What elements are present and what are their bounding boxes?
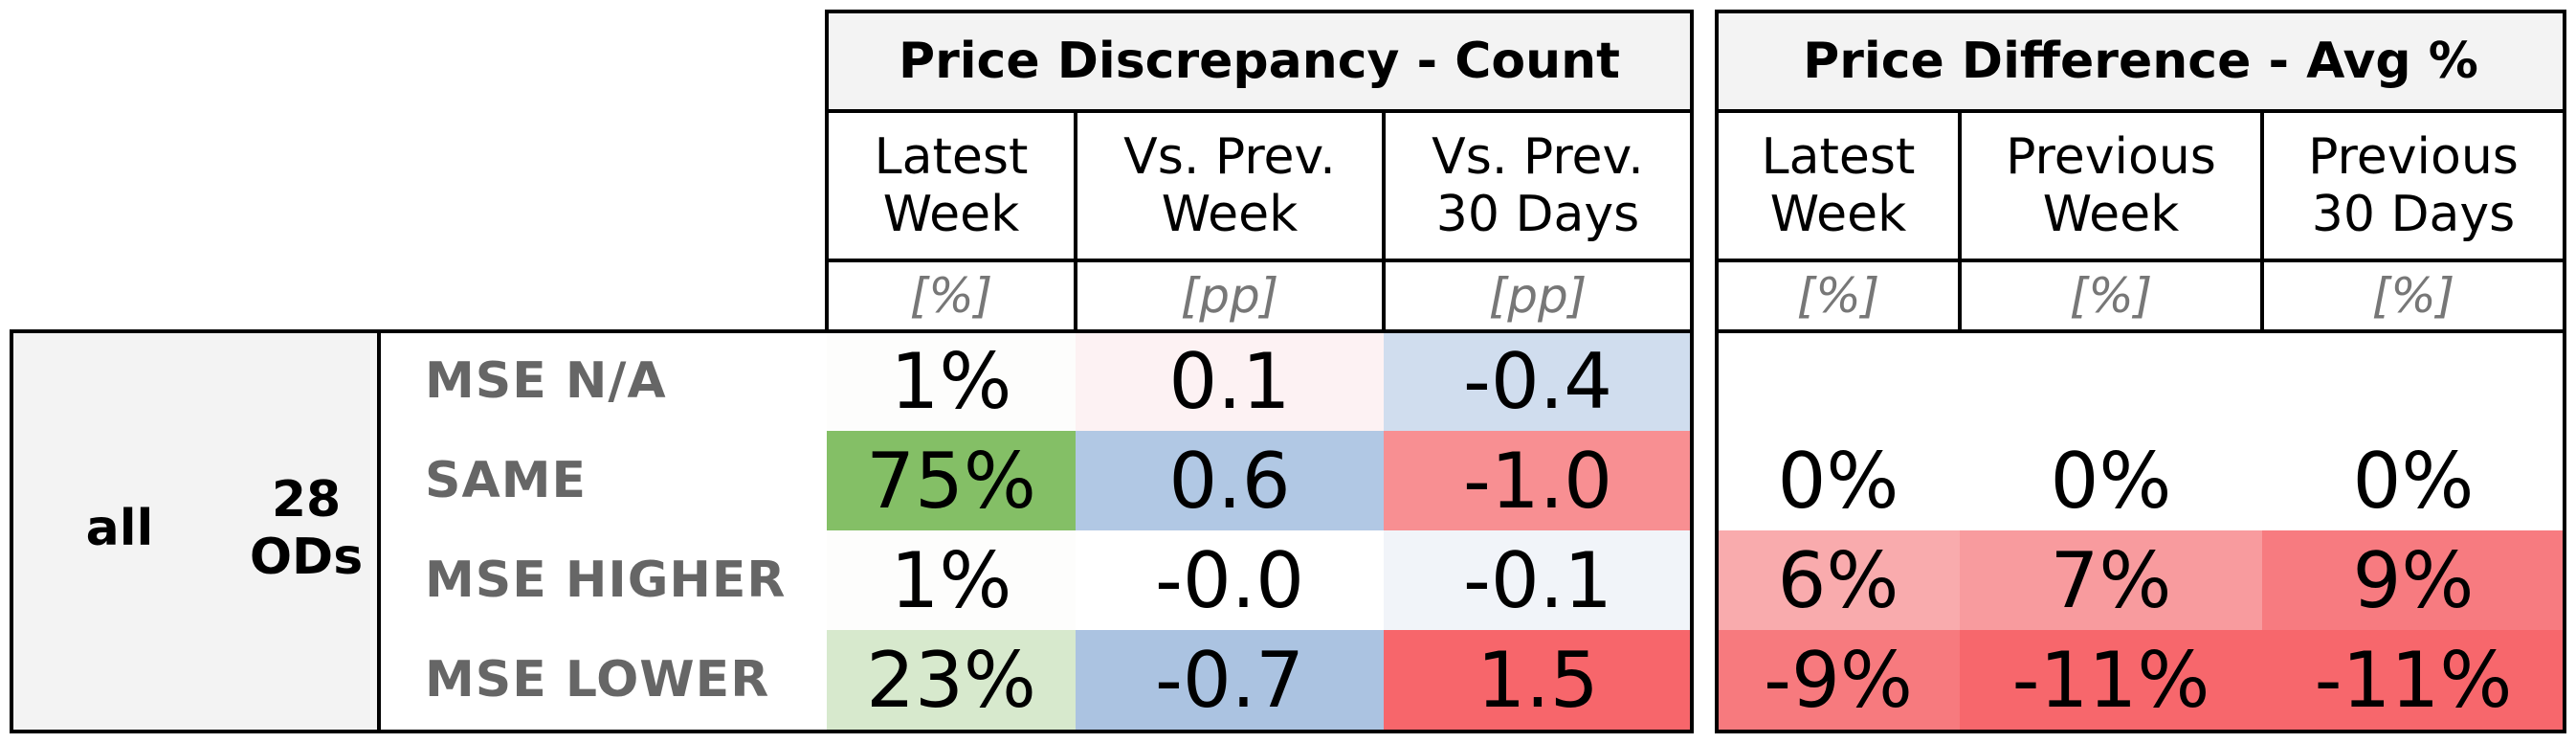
col-header-line1: Latest: [1761, 128, 1916, 186]
avg-col-header-previous-30-days: Previous 30 Days: [2262, 111, 2565, 260]
count-value-cell: 0.6: [1076, 431, 1384, 530]
grid-line: [825, 10, 829, 333]
unit-text: [%]: [2069, 268, 2153, 324]
count-value-cell: 1%: [827, 530, 1076, 630]
grid-line: [1715, 259, 2566, 262]
grid-line: [825, 109, 1694, 113]
grid-line: [825, 259, 1694, 262]
grid-line: [1690, 10, 1694, 733]
ods-count-label: 28 ODs: [230, 469, 383, 588]
col-header-line1: Latest: [874, 128, 1029, 186]
grid-line: [1958, 109, 1962, 333]
col-header-line1: Previous: [2308, 128, 2519, 186]
count-group-title: Price Discrepancy - Count: [827, 11, 1692, 111]
row-group-label-text: all: [85, 500, 154, 557]
avg-group-title: Price Difference - Avg %: [1717, 11, 2565, 111]
avg-value-cell: 0%: [1717, 431, 1960, 530]
grid-line: [10, 730, 1694, 733]
count-col-header-vs-prev-week: Vs. Prev. Week: [1076, 111, 1384, 260]
avg-unit-latest-week: [%]: [1717, 260, 1960, 331]
count-value-cell: 1%: [827, 331, 1076, 431]
col-header-line2: Week: [882, 186, 1020, 243]
count-value-cell: -0.7: [1076, 630, 1384, 730]
avg-unit-previous-week: [%]: [1960, 260, 2262, 331]
row-label: MSE HIGHER: [425, 552, 787, 609]
avg-value-cell: 0%: [2262, 431, 2565, 530]
avg-value-cell: -9%: [1717, 630, 1960, 730]
count-group-title-text: Price Discrepancy - Count: [898, 33, 1621, 90]
col-header-line2: Week: [2042, 186, 2180, 243]
grid-line: [1715, 10, 1719, 733]
avg-col-header-previous-week: Previous Week: [1960, 111, 2262, 260]
grid-line: [1715, 730, 2566, 733]
count-value-cell: 1.5: [1384, 630, 1692, 730]
grid-line: [1715, 10, 2566, 13]
grid-line: [377, 329, 381, 733]
unit-text: [%]: [909, 268, 993, 324]
avg-value-cell: -11%: [1960, 630, 2262, 730]
avg-value-cell: 0%: [1960, 431, 2262, 530]
count-unit-vs-prev-30-days: [pp]: [1384, 260, 1692, 331]
count-unit-latest-week: [%]: [827, 260, 1076, 331]
grid-line: [10, 329, 1694, 333]
grid-line: [2260, 109, 2264, 333]
count-value-cell: 23%: [827, 630, 1076, 730]
ods-label: ODs: [249, 529, 364, 586]
grid-line: [1715, 329, 2566, 333]
count-value-cell: 75%: [827, 431, 1076, 530]
count-unit-vs-prev-week: [pp]: [1076, 260, 1384, 331]
count-value-cell: -1.0: [1384, 431, 1692, 530]
col-header-line2: Week: [1769, 186, 1907, 243]
unit-text: [pp]: [1488, 268, 1588, 324]
count-value-cell: -0.4: [1384, 331, 1692, 431]
ods-count: 28: [271, 471, 342, 529]
avg-value-cell: [1717, 331, 1960, 431]
row-group-block: [11, 331, 379, 732]
row-label: MSE N/A: [425, 352, 667, 410]
unit-text: [%]: [1796, 268, 1880, 324]
row-label: SAME: [425, 452, 587, 509]
col-header-line1: Vs. Prev.: [1123, 128, 1336, 186]
count-col-header-latest-week: Latest Week: [827, 111, 1076, 260]
count-value-cell: -0.1: [1384, 530, 1692, 630]
avg-group-title-text: Price Difference - Avg %: [1803, 33, 2478, 90]
count-col-header-vs-prev-30-days: Vs. Prev. 30 Days: [1384, 111, 1692, 260]
col-header-line1: Previous: [2006, 128, 2216, 186]
unit-text: [pp]: [1180, 268, 1279, 324]
grid-line: [825, 10, 1694, 13]
col-header-line2: Week: [1161, 186, 1299, 243]
avg-value-cell: -11%: [2262, 630, 2565, 730]
avg-value-cell: 6%: [1717, 530, 1960, 630]
grid-line: [1074, 109, 1077, 333]
col-header-line1: Vs. Prev.: [1432, 128, 1644, 186]
avg-value-cell: [2262, 331, 2565, 431]
grid-line: [10, 329, 13, 733]
avg-col-header-latest-week: Latest Week: [1717, 111, 1960, 260]
count-value-cell: -0.0: [1076, 530, 1384, 630]
avg-value-cell: 7%: [1960, 530, 2262, 630]
grid-line: [1715, 109, 2566, 113]
col-header-line2: 30 Days: [2311, 186, 2516, 243]
grid-line: [2563, 10, 2566, 733]
row-label: MSE LOWER: [425, 651, 770, 709]
col-header-line2: 30 Days: [1435, 186, 1640, 243]
avg-value-cell: [1960, 331, 2262, 431]
avg-unit-previous-30-days: [%]: [2262, 260, 2565, 331]
count-value-cell: 0.1: [1076, 331, 1384, 431]
grid-line: [1382, 109, 1386, 333]
row-group-label: all: [57, 490, 182, 567]
avg-value-cell: 9%: [2262, 530, 2565, 630]
unit-text: [%]: [2371, 268, 2455, 324]
